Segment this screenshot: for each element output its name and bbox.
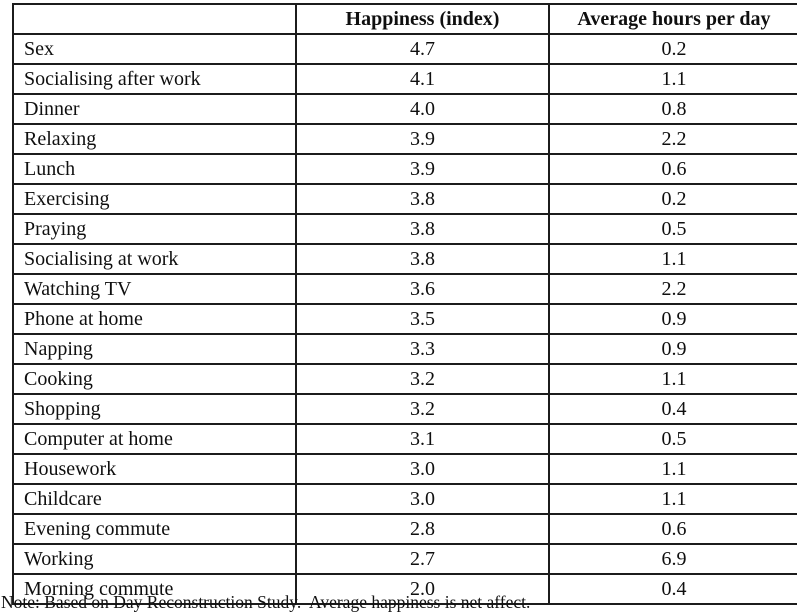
- table-header: Happiness (index) Average hours per day: [12, 3, 797, 35]
- hours-cell: 2.2: [548, 123, 797, 155]
- activity-cell: Napping: [12, 333, 297, 365]
- happiness-cell: 3.8: [295, 213, 550, 245]
- hours-cell: 1.1: [548, 453, 797, 485]
- hours-cell: 0.5: [548, 423, 797, 455]
- activity-cell: Praying: [12, 213, 297, 245]
- activity-cell: Evening commute: [12, 513, 297, 545]
- happiness-cell: 3.5: [295, 303, 550, 335]
- happiness-cell: 3.2: [295, 363, 550, 395]
- hours-cell: 0.4: [548, 573, 797, 605]
- activity-cell: Relaxing: [12, 123, 297, 155]
- table-row: Working 2.7 6.9: [12, 543, 797, 575]
- happiness-cell: 3.1: [295, 423, 550, 455]
- table-row: Shopping 3.2 0.4: [12, 393, 797, 425]
- activity-cell: Socialising after work: [12, 63, 297, 95]
- activity-cell: Shopping: [12, 393, 297, 425]
- happiness-cell: 4.0: [295, 93, 550, 125]
- hours-cell: 0.6: [548, 153, 797, 185]
- activity-cell: Lunch: [12, 153, 297, 185]
- activity-cell: Morning commute: [12, 573, 297, 605]
- activity-cell: Phone at home: [12, 303, 297, 335]
- happiness-cell: 3.3: [295, 333, 550, 365]
- activity-cell: Exercising: [12, 183, 297, 215]
- table-row: Computer at home 3.1 0.5: [12, 423, 797, 455]
- table-row: Morning commute 2.0 0.4: [12, 573, 797, 605]
- hours-cell: 0.6: [548, 513, 797, 545]
- activity-cell: Computer at home: [12, 423, 297, 455]
- happiness-cell: 2.8: [295, 513, 550, 545]
- hours-cell: 2.2: [548, 273, 797, 305]
- table-row: Napping 3.3 0.9: [12, 333, 797, 365]
- happiness-cell: 3.6: [295, 273, 550, 305]
- table-row: Socialising after work 4.1 1.1: [12, 63, 797, 95]
- activity-cell: Socialising at work: [12, 243, 297, 275]
- happiness-cell: 4.7: [295, 33, 550, 65]
- happiness-cell: 3.8: [295, 183, 550, 215]
- hours-cell: 0.2: [548, 183, 797, 215]
- happiness-cell: 3.9: [295, 123, 550, 155]
- happiness-cell: 3.8: [295, 243, 550, 275]
- header-average-hours-per-day: Average hours per day: [548, 3, 797, 35]
- activity-cell: Housework: [12, 453, 297, 485]
- table-row: Housework 3.0 1.1: [12, 453, 797, 485]
- activity-cell: Childcare: [12, 483, 297, 515]
- happiness-by-activity-table: Happiness (index) Average hours per day …: [12, 3, 797, 605]
- table-row: Phone at home 3.5 0.9: [12, 303, 797, 335]
- header-happiness-index: Happiness (index): [295, 3, 550, 35]
- activity-cell: Cooking: [12, 363, 297, 395]
- activity-cell: Working: [12, 543, 297, 575]
- table-row: Relaxing 3.9 2.2: [12, 123, 797, 155]
- table-row: Watching TV 3.6 2.2: [12, 273, 797, 305]
- table-row: Exercising 3.8 0.2: [12, 183, 797, 215]
- header-row: Happiness (index) Average hours per day: [12, 3, 797, 35]
- table-row: Evening commute 2.8 0.6: [12, 513, 797, 545]
- table-footnote: Note: Based on Day Reconstruction Study.…: [1, 592, 531, 612]
- activity-cell: Sex: [12, 33, 297, 65]
- table-row: Praying 3.8 0.5: [12, 213, 797, 245]
- hours-cell: 0.4: [548, 393, 797, 425]
- happiness-cell: 3.9: [295, 153, 550, 185]
- happiness-cell: 2.7: [295, 543, 550, 575]
- activity-cell: Watching TV: [12, 273, 297, 305]
- table-row: Sex 4.7 0.2: [12, 33, 797, 65]
- hours-cell: 0.9: [548, 333, 797, 365]
- table-row: Socialising at work 3.8 1.1: [12, 243, 797, 275]
- table-row: Lunch 3.9 0.6: [12, 153, 797, 185]
- happiness-cell: 3.2: [295, 393, 550, 425]
- happiness-cell: 3.0: [295, 453, 550, 485]
- happiness-table-container: Happiness (index) Average hours per day …: [12, 3, 797, 605]
- hours-cell: 1.1: [548, 63, 797, 95]
- hours-cell: 0.8: [548, 93, 797, 125]
- table-row: Dinner 4.0 0.8: [12, 93, 797, 125]
- hours-cell: 1.1: [548, 483, 797, 515]
- happiness-cell: 4.1: [295, 63, 550, 95]
- hours-cell: 6.9: [548, 543, 797, 575]
- header-activity-blank: [12, 3, 297, 35]
- hours-cell: 0.2: [548, 33, 797, 65]
- activity-cell: Dinner: [12, 93, 297, 125]
- table-row: Childcare 3.0 1.1: [12, 483, 797, 515]
- table-row: Cooking 3.2 1.1: [12, 363, 797, 395]
- hours-cell: 0.5: [548, 213, 797, 245]
- hours-cell: 1.1: [548, 363, 797, 395]
- happiness-cell: 2.0: [295, 573, 550, 605]
- hours-cell: 0.9: [548, 303, 797, 335]
- happiness-cell: 3.0: [295, 483, 550, 515]
- table-body: Sex 4.7 0.2 Socialising after work 4.1 1…: [12, 33, 797, 605]
- hours-cell: 1.1: [548, 243, 797, 275]
